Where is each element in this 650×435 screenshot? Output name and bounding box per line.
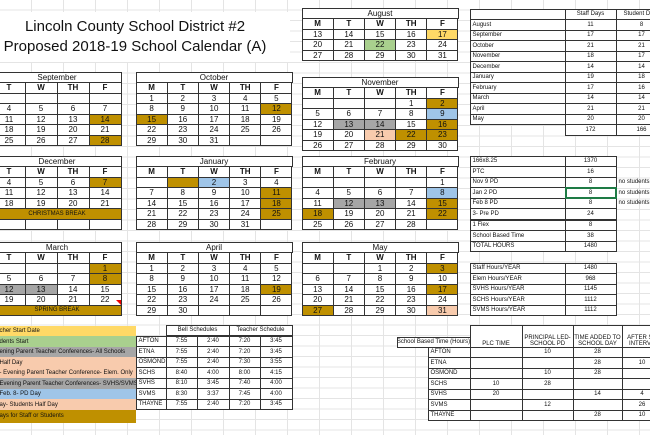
header-text: PLC TIME [482,340,510,347]
day-cell[interactable] [260,218,293,230]
hours-note[interactable]: no students [618,200,650,207]
day-cell[interactable]: 29 [363,49,397,61]
day-cell[interactable] [229,304,262,316]
day-cell[interactable] [260,134,293,146]
school-time-header: PRINCIPAL LED- SCHOOL PD [521,324,574,348]
day-cell[interactable]: 26 [301,139,334,151]
hours-label[interactable]: TOTAL HOURS [469,240,566,252]
day-cell[interactable]: 28 [395,218,428,230]
day-cell[interactable]: 27 [56,134,90,146]
legend-item: ay- Students Half Day [0,399,136,411]
day-cell[interactable]: 30 [166,134,199,146]
hours-value[interactable]: 24 [564,208,617,220]
header-text: AFTER SC [627,334,650,341]
day-cell[interactable] [56,218,90,230]
break-banner: SPRING BREAK [0,304,122,316]
school-time-header: PLC TIME [469,324,523,348]
day-cell[interactable]: 28 [363,139,397,151]
day-cell[interactable]: 31 [426,49,459,61]
day-cell[interactable]: 30 [395,304,428,316]
legend-item: cher Start Date [0,325,136,337]
hours-value[interactable]: 28 [572,409,623,421]
day-cell[interactable]: 25 [301,218,334,230]
legend-item: dents Start [0,336,136,348]
hours-note[interactable]: no students [618,179,650,186]
title-line-2: Proposed 2018-19 School Calendar (A) [3,38,267,55]
days-total[interactable]: 172 [564,124,617,136]
day-cell[interactable]: 28 [332,49,365,61]
day-cell[interactable]: 31 [229,218,262,230]
day-cell[interactable]: 28 [135,218,168,230]
calendar-title: Lincoln County School District #2 Propos… [0,12,290,62]
comment-indicator-icon[interactable] [116,300,121,305]
hours-value[interactable] [521,409,574,421]
header-text: SCHOOL PD [529,340,566,347]
day-cell[interactable]: 29 [135,134,168,146]
school-time-header: TIME ADDED TO SCHOOL DAY [572,324,623,348]
day-cell[interactable]: 25 [0,134,26,146]
legend-item: ening Parent Teacher Conferences- All Sc… [0,346,136,358]
day-cell[interactable] [260,304,293,316]
day-cell[interactable]: 29 [166,218,199,230]
hours-value[interactable]: 10 [621,409,650,421]
day-cell[interactable]: 28 [332,304,365,316]
day-cell[interactable]: 30 [395,49,428,61]
day-cell[interactable]: 30 [426,139,459,151]
legend-item: Half Day [0,357,136,369]
day-cell[interactable]: 27 [363,218,397,230]
hours-value[interactable]: 1480 [564,240,617,252]
teacher-schedule-header: Teacher Schedule [228,324,293,336]
day-cell[interactable]: 30 [166,304,199,316]
day-cell[interactable] [0,218,26,230]
legend-item: Feb. 8- PD Day [0,388,136,400]
day-cell[interactable] [24,218,58,230]
schedule-time[interactable]: 7:55 [165,398,198,410]
day-cell[interactable]: 29 [395,139,428,151]
hours-note[interactable]: no students [618,189,650,196]
day-cell[interactable]: 26 [24,134,58,146]
title-line-1: Lincoln County School District #2 [24,18,246,35]
header-text: TIME ADDED TO [574,334,621,341]
year-hours-value[interactable]: 1112 [564,304,617,316]
day-cell[interactable] [88,218,122,230]
school-time-header: AFTER SCINTERVE [621,324,650,348]
day-cell[interactable]: 28 [88,134,122,146]
hours-label[interactable]: 3- Pre PD [469,208,566,220]
day-cell[interactable]: 27 [332,139,365,151]
legend-item: ays for Staff or Students [0,409,136,423]
day-cell[interactable]: 29 [363,304,397,316]
month-label[interactable]: May [469,113,566,125]
day-cell[interactable] [426,218,459,230]
day-cell[interactable]: 31 [426,304,459,316]
hours-value[interactable] [469,409,523,421]
day-cell[interactable]: 30 [197,218,231,230]
schedule-time[interactable]: 7:20 [228,398,261,410]
legend-item: - Evening Parent Teacher Conference- Ele… [0,367,136,379]
schedule-time[interactable]: 3:45 [259,398,293,410]
day-cell[interactable]: 29 [135,304,168,316]
day-cell[interactable]: 27 [301,304,334,316]
day-cell[interactable] [229,134,262,146]
bell-schedules-header: Bell Schedules [165,324,230,336]
school-name[interactable]: THAYNE [427,409,471,421]
day-cell[interactable]: 27 [301,49,334,61]
days-total[interactable]: 166 [615,124,650,136]
year-hours-label[interactable]: SVMS Hours/YEAR [469,304,566,316]
legend-item: Evening Parent Teacher Conferences- SVHS… [0,378,136,390]
header-text: INTERVE [629,340,650,347]
hours-value[interactable]: 8 [564,187,617,199]
schedule-time[interactable]: 2:40 [196,398,230,410]
school-name[interactable]: THAYNE [135,398,167,410]
day-cell[interactable]: 26 [332,218,365,230]
header-text: SCHOOL DAY [578,340,617,347]
day-cell[interactable] [197,304,231,316]
header-text: PRINCIPAL LED- [524,334,571,341]
day-cell[interactable]: 31 [197,134,231,146]
